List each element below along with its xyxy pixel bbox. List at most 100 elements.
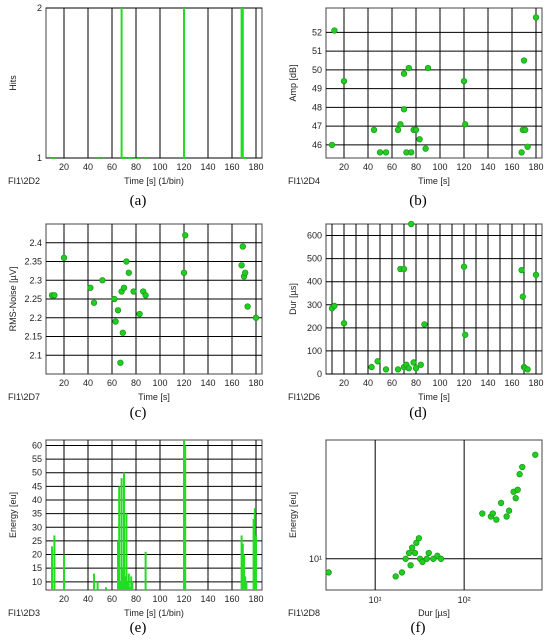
- data-bar: [144, 551, 147, 590]
- x-axis-label: Time [s]: [138, 392, 170, 402]
- plot-area: [45, 439, 263, 591]
- plot-area: [45, 7, 263, 159]
- panel-a: 20 40 60 80 100 120 140 160 180 1 2 Time [s] (1/bin…: [0, 0, 270, 200]
- data-point: [520, 57, 528, 64]
- data-point: [405, 64, 412, 72]
- data-point: [497, 499, 505, 507]
- y-tick-label: 400: [307, 277, 322, 287]
- data-point: [252, 314, 260, 321]
- data-bar: [63, 554, 65, 590]
- x-tick-label: 40: [83, 594, 93, 604]
- y-tick-label: 48: [312, 102, 322, 112]
- chart-c: 20 40 60 80 100 120 140 160 180 2.1 2.15 2.2 2.25 2.3…: [8, 223, 264, 402]
- data-point: [519, 293, 526, 300]
- x-tick-label: 140: [480, 378, 495, 388]
- x-tick-label: 60: [107, 162, 117, 172]
- data-point: [374, 358, 381, 365]
- plot-area: [325, 223, 543, 375]
- x-tick-label: 100: [152, 378, 167, 388]
- data-point: [120, 284, 128, 291]
- y-tick-label: 2: [37, 3, 42, 13]
- data-bar: [119, 581, 122, 590]
- y-tick-label: 2.15: [24, 332, 42, 342]
- y-tick-label: 10¹: [309, 554, 322, 564]
- x-tick-label: 160: [224, 594, 239, 604]
- x-tick-label: 160: [504, 162, 519, 172]
- panel-b: 20 40 60 80 100 120 140 160 180 46 47 48 49 50 51 52 Tim…: [280, 0, 550, 200]
- data-point: [518, 267, 525, 274]
- data-point: [408, 149, 415, 156]
- y-tick-label: 51: [312, 46, 322, 56]
- x-tick-label: 180: [248, 378, 263, 388]
- data-point: [60, 254, 68, 261]
- data-bar: [131, 581, 134, 590]
- x-tick-label: 120: [176, 162, 191, 172]
- data-bar: [121, 568, 124, 590]
- y-tick-label: 2.3: [29, 275, 42, 285]
- data-point: [408, 220, 415, 228]
- data-point: [331, 27, 338, 34]
- x-tick-label: 180: [528, 378, 543, 388]
- x-tick-label: 120: [456, 162, 471, 172]
- data-point: [422, 145, 429, 152]
- x-tick-label: 40: [83, 378, 93, 388]
- data-point: [119, 329, 126, 336]
- y-tick-label: 15: [32, 563, 42, 573]
- x-tick-label: 40: [363, 162, 373, 172]
- x-tick-label: 60: [387, 162, 397, 172]
- x-tick-label: 80: [411, 378, 421, 388]
- data-point: [325, 569, 332, 576]
- x-tick-label: 80: [131, 594, 141, 604]
- data-point: [368, 363, 375, 371]
- data-point: [182, 232, 189, 239]
- x-tick-label: 100: [432, 378, 447, 388]
- chart-f: 10¹ 10² 10¹ Dur [µs] Energy [eu] FI1\2D8: [288, 439, 543, 618]
- data-bar: [184, 158, 187, 159]
- data-point: [411, 549, 419, 557]
- data-point: [340, 320, 348, 327]
- data-point: [398, 569, 406, 576]
- data-point: [382, 149, 390, 156]
- data-point: [421, 321, 428, 328]
- data-bar: [126, 581, 129, 590]
- y-tick-label: 300: [307, 300, 322, 310]
- x-tick-label: 40: [83, 162, 93, 172]
- x-tick-label: 160: [224, 162, 239, 172]
- y-tick-label: 20: [32, 550, 42, 560]
- x-tick-label: 140: [200, 594, 215, 604]
- caption-d: (d): [409, 405, 427, 421]
- y-tick-label: 600: [307, 231, 322, 241]
- x-tick-label: 20: [59, 162, 69, 172]
- y-tick-label: 45: [32, 481, 42, 491]
- x-tick-label: 100: [432, 162, 447, 172]
- data-point: [425, 549, 432, 557]
- data-bar: [124, 158, 127, 159]
- x-tick-label: 40: [363, 378, 373, 388]
- panel-d: 20 40 60 80 100 120 140 160 180 0 100 200 300 400 500 6…: [280, 216, 550, 416]
- corner-label: FI1\2D6: [288, 392, 320, 402]
- data-bar: [53, 535, 56, 590]
- y-axis-label: Energy [eu]: [8, 492, 18, 538]
- data-point: [412, 126, 420, 134]
- corner-label: FI1\2D8: [288, 608, 320, 618]
- data-point: [328, 141, 336, 149]
- x-tick-label: 160: [224, 378, 239, 388]
- data-point: [424, 64, 432, 72]
- data-bar: [53, 158, 56, 159]
- data-bar: [184, 445, 187, 590]
- data-point: [518, 149, 525, 156]
- data-point: [460, 77, 468, 85]
- data-point: [51, 292, 58, 299]
- y-tick-label: 1: [37, 153, 42, 163]
- x-tick-label: 120: [176, 594, 191, 604]
- data-bar: [51, 546, 53, 590]
- data-point: [370, 126, 378, 134]
- data-point: [394, 366, 402, 373]
- data-point: [532, 271, 540, 278]
- data-bar: [240, 535, 243, 590]
- data-point: [239, 243, 246, 250]
- data-bar: [243, 554, 245, 590]
- data-point: [514, 486, 521, 493]
- y-tick-label: 49: [312, 84, 322, 94]
- data-point: [340, 77, 348, 85]
